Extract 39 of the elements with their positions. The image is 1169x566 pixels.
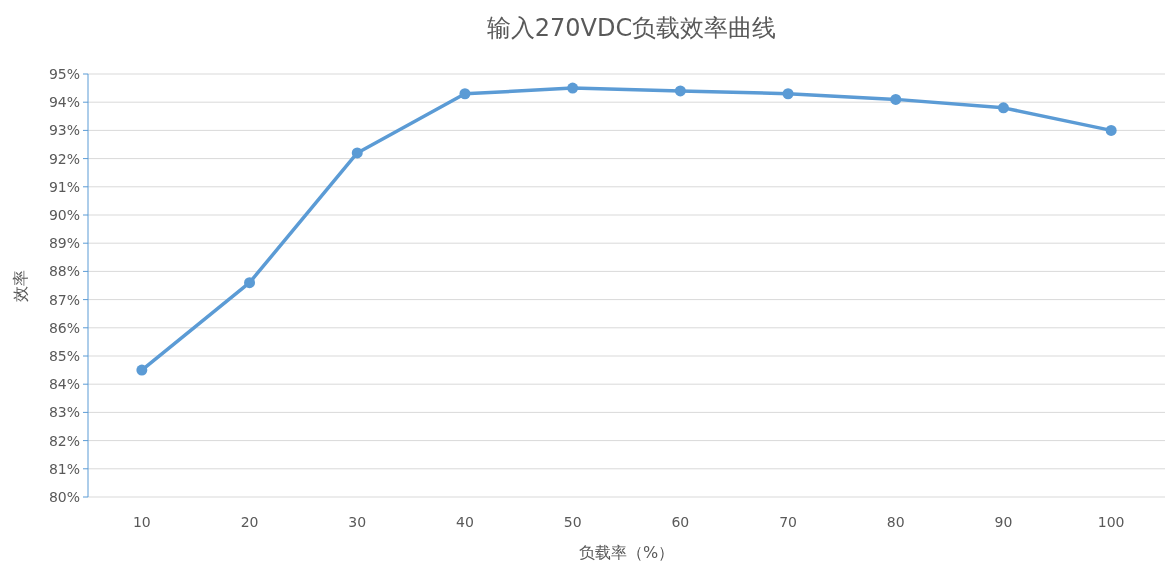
point [782, 88, 794, 100]
point [1105, 124, 1117, 136]
x-axis-title: 负载率（%） [578, 543, 675, 562]
point [136, 364, 148, 376]
x-tick-label: 30 [348, 514, 367, 530]
y-tick-label: 95% [48, 66, 80, 82]
point [674, 85, 686, 97]
y-tick-label: 93% [48, 122, 80, 139]
point [567, 82, 579, 94]
point [890, 93, 902, 105]
y-tick-label: 90% [48, 207, 80, 223]
x-tick-label: 80 [886, 514, 905, 530]
y-tick-label: 87% [48, 291, 80, 308]
point [244, 277, 256, 289]
chart-title: 输入270VDC负载效率曲线 [486, 14, 777, 42]
y-tick-label: 80% [48, 489, 80, 505]
y-tick-label: 82% [48, 432, 80, 449]
x-tick-label: 20 [240, 514, 259, 530]
y-tick-label: 91% [48, 178, 80, 195]
x-tick-label: 60 [671, 514, 690, 530]
y-tick-label: 81% [48, 460, 80, 477]
y-tick-label: 88% [48, 263, 80, 280]
y-tick-label: 92% [48, 150, 80, 167]
point [351, 147, 363, 159]
y-tick-label: 84% [48, 376, 80, 393]
point [997, 102, 1009, 114]
x-tick-label: 100 [1097, 514, 1125, 530]
x-tick-label: 10 [132, 514, 151, 530]
y-tick-label: 83% [48, 404, 80, 421]
y-tick-label: 89% [48, 235, 80, 252]
y-tick-label: 94% [48, 94, 80, 111]
x-tick-label: 40 [456, 514, 474, 530]
y-axis-title: 效率 [11, 269, 30, 302]
y-tick-label: 86% [48, 319, 80, 336]
y-tick-label: 85% [48, 348, 80, 364]
point [459, 88, 471, 100]
x-tick-label: 70 [779, 514, 797, 530]
x-tick-label: 90 [994, 514, 1013, 530]
x-tick-label: 50 [563, 514, 582, 530]
